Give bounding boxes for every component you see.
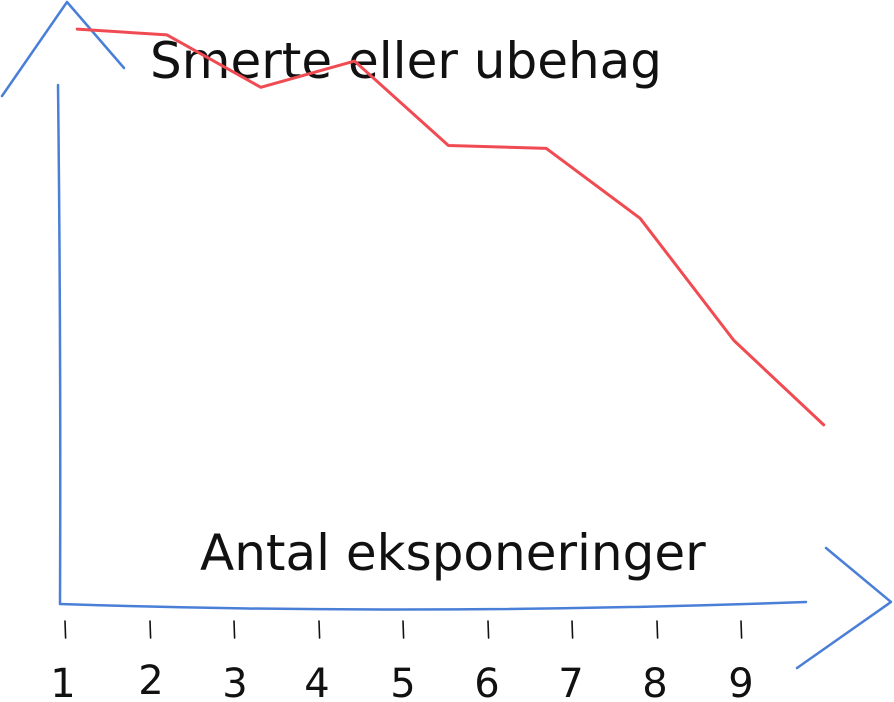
x-tick-label: 3 bbox=[222, 661, 247, 702]
x-tick-mark bbox=[149, 620, 152, 639]
x-tick-mark bbox=[64, 620, 67, 639]
x-tick-label: 2 bbox=[138, 658, 163, 702]
x-tick-label: 5 bbox=[390, 661, 415, 702]
x-tick-mark bbox=[487, 620, 490, 639]
y-axis-line bbox=[56, 83, 62, 606]
x-axis-line bbox=[58, 600, 808, 611]
y-axis-arrowhead bbox=[0, 0, 126, 98]
x-axis bbox=[58, 546, 893, 670]
y-axis-title: Smerte eller ubehag bbox=[150, 32, 662, 90]
x-axis-title: Antal eksponeringer bbox=[200, 524, 706, 582]
x-tick-label: 9 bbox=[728, 661, 753, 702]
x-tick-label: 4 bbox=[304, 661, 329, 702]
x-tick-label: 1 bbox=[50, 661, 75, 702]
x-tick-mark bbox=[318, 620, 321, 639]
x-tick-label: 8 bbox=[642, 661, 667, 702]
x-axis-ticks: 1 2 3 4 5 6 7 8 9 bbox=[50, 620, 754, 702]
x-axis-arrowhead bbox=[795, 546, 893, 670]
x-tick-mark bbox=[571, 620, 574, 639]
x-tick-label: 7 bbox=[558, 661, 583, 702]
x-tick-mark bbox=[233, 620, 236, 639]
x-tick-mark bbox=[402, 620, 405, 639]
x-tick-mark bbox=[656, 620, 659, 639]
x-tick-label: 6 bbox=[474, 661, 499, 702]
plot-area bbox=[75, 27, 826, 427]
y-axis bbox=[0, 0, 126, 606]
x-tick-mark bbox=[740, 620, 743, 639]
